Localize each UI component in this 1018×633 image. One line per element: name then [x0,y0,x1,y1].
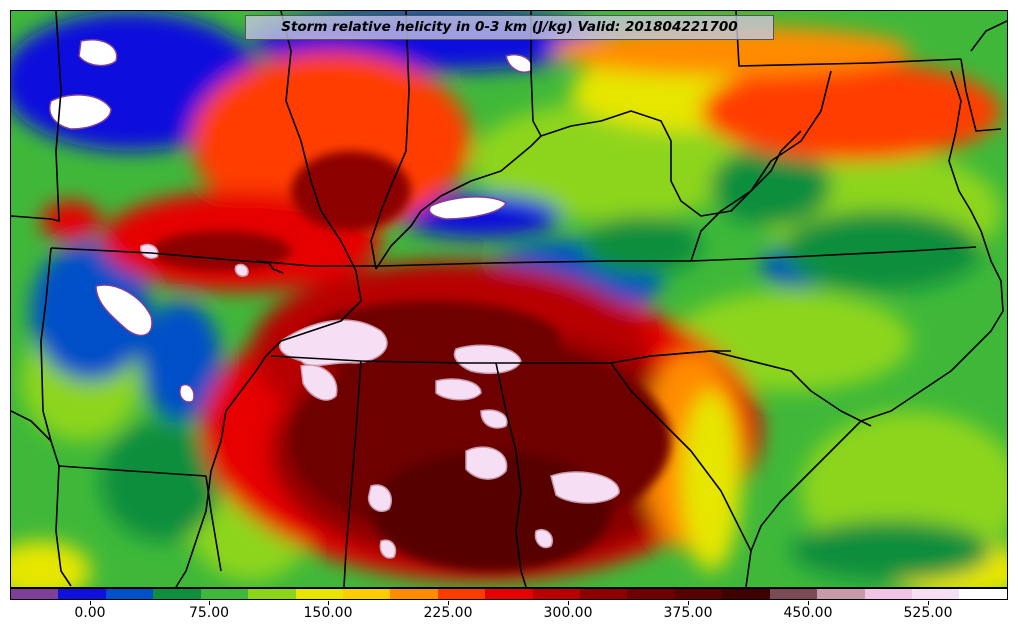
colorbar-tick-label: 225.00 [423,605,473,621]
colorbar-tick-label: 300.00 [543,605,593,621]
colorbar-segment [105,589,154,599]
colorbar-segment [200,589,249,599]
colorbar-tick-label: 525.00 [903,605,953,621]
colorbar-segment [437,589,486,599]
colorbar-tick [568,601,569,605]
colorbar-tick [808,601,809,605]
colorbar-tick [448,601,449,605]
colorbar-tick-label: 375.00 [663,605,713,621]
colorbar-segment [864,589,913,599]
colorbar-segment [11,589,59,599]
colorbar-segment [390,589,438,599]
colorbar-segment [627,589,675,599]
colorbar [10,588,1008,600]
colorbar-segment [912,589,960,599]
colorbar-tick [928,601,929,605]
state-boundaries [11,11,1007,587]
colorbar-tick-label: 0.00 [74,605,106,621]
colorbar-tick [328,601,329,605]
colorbar-tick [90,601,91,605]
helicity-field [11,11,1007,587]
helicity-map [10,10,1008,588]
colorbar-tick [209,601,210,605]
colorbar-segment [342,589,391,599]
colorbar-segment [769,589,818,599]
colorbar-segment [580,589,628,599]
colorbar-tick [688,601,689,605]
colorbar-segment [248,589,296,599]
colorbar-tick-label: 150.00 [303,605,353,621]
map-title: Storm relative helicity in 0-3 km (J/kg)… [245,15,774,40]
colorbar-segment [58,589,106,599]
colorbar-segment [532,589,581,599]
colorbar-segment [153,589,201,599]
colorbar-segment [959,589,1007,599]
colorbar-segment [817,589,865,599]
colorbar-tick-label: 450.00 [783,605,833,621]
colorbar-segment [674,589,723,599]
colorbar-tick-label: 75.00 [188,605,230,621]
colorbar-segment [722,589,770,599]
colorbar-segment [295,589,343,599]
colorbar-segment [485,589,533,599]
